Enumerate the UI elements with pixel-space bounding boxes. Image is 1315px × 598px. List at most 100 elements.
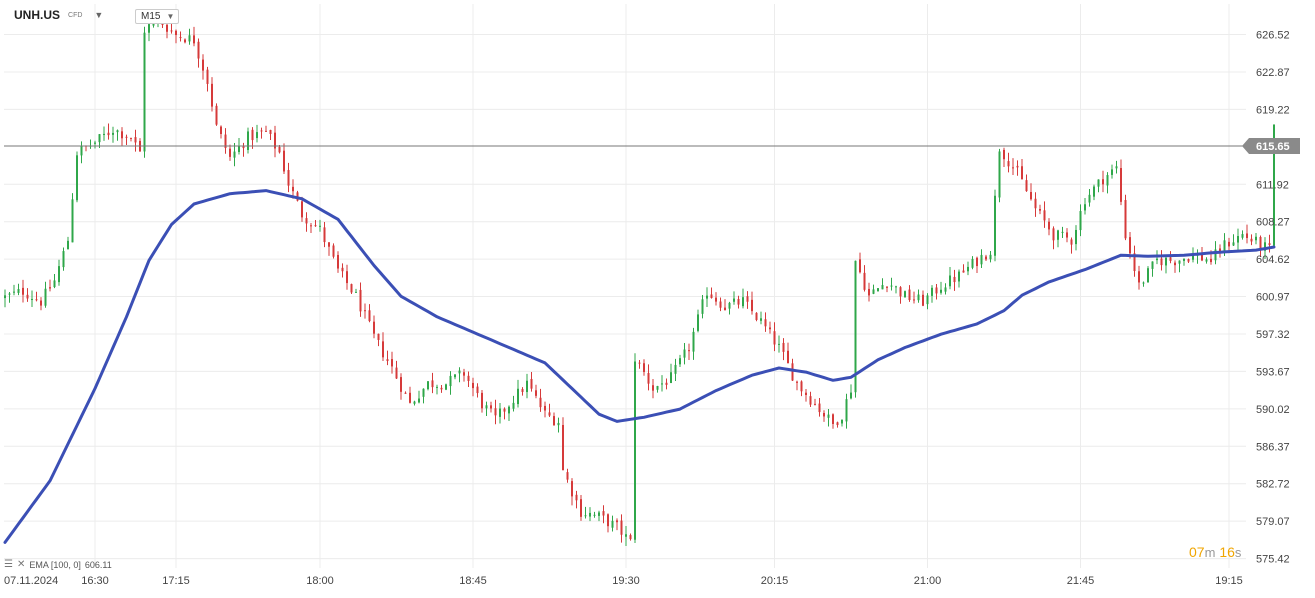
x-tick-label: 16:30 [81, 575, 109, 587]
candle-body [841, 419, 843, 424]
candle-body [530, 378, 533, 389]
candle-body [80, 146, 83, 156]
candle-body [562, 424, 564, 471]
candle-body [107, 132, 110, 136]
candle-body [1250, 238, 1253, 242]
candle-body [1084, 204, 1086, 211]
candle-body [872, 289, 875, 294]
candle-body [215, 105, 218, 125]
candle-body [71, 199, 74, 243]
candle-body [121, 131, 123, 139]
candle-body [305, 218, 308, 224]
candle-body [1228, 241, 1230, 247]
candle-body [350, 284, 353, 293]
candle-body [269, 129, 272, 134]
time-axis: 07.11.2024 16:30 17:15 18:00 18:45 19:30 20:15… [4, 575, 1243, 587]
candle-body [53, 280, 56, 288]
candle-body [1147, 268, 1149, 283]
candle-body [710, 294, 713, 298]
candle-body [197, 41, 200, 59]
symbol-selector[interactable]: UNH.US CFD ▼ [14, 8, 103, 22]
candle-body [508, 406, 510, 414]
candle-body [922, 294, 924, 306]
candle-body [242, 146, 245, 149]
candle-body [1106, 175, 1109, 186]
candle-body [476, 386, 479, 394]
candle-body [17, 289, 20, 293]
candle-body [1088, 194, 1091, 203]
candle-body [400, 377, 402, 392]
candle-body [818, 403, 821, 413]
candle-body [1079, 211, 1082, 231]
candle-body [287, 169, 290, 186]
list-icon[interactable]: ☰ [4, 559, 13, 570]
candle-body [1093, 186, 1095, 197]
x-tick-label: 18:00 [306, 575, 334, 587]
candle-body [1273, 124, 1275, 246]
close-icon[interactable]: ✕ [16, 559, 26, 570]
candle-body [377, 333, 380, 340]
candle-body [76, 155, 78, 201]
candle-body [566, 472, 569, 480]
candle-body [103, 133, 105, 135]
y-tick-label: 611.92 [1256, 179, 1289, 191]
candle-body [1165, 257, 1167, 266]
candle-body [544, 405, 546, 411]
x-tick-label: 17:15 [162, 575, 190, 587]
candle-body [962, 270, 965, 273]
candle-body [404, 392, 407, 394]
x-tick-label: 19:30 [612, 575, 640, 587]
candle-body [512, 402, 515, 409]
candle-body [211, 83, 213, 107]
ema-line [3, 189, 1276, 544]
candle-body [1241, 234, 1244, 238]
timeframe-selector[interactable]: M15 ▼ [135, 9, 180, 24]
candle-body [719, 301, 722, 308]
candle-body [260, 130, 263, 132]
candle-body [755, 312, 758, 320]
candle-body [98, 134, 101, 143]
candle-body [1120, 168, 1122, 202]
candle-body [26, 294, 29, 299]
candle-body [503, 408, 506, 412]
candle-body [643, 363, 645, 372]
candle-body [940, 289, 942, 293]
candle-body [1259, 236, 1262, 249]
y-tick-label: 586.37 [1256, 441, 1290, 453]
candle-body [800, 381, 803, 392]
x-tick-label: 19:15 [1215, 575, 1243, 587]
candle-body [913, 299, 915, 301]
candle-body [836, 422, 839, 426]
candle-body [805, 392, 807, 396]
candle-body [337, 254, 339, 269]
candle-body [683, 349, 686, 358]
candle-body [656, 385, 659, 390]
symbol-dropdown-icon[interactable]: ▼ [94, 10, 104, 20]
candle-body [787, 350, 789, 364]
candle-countdown: 07m 16s [1189, 544, 1241, 560]
candle-body [422, 388, 425, 397]
candle-body [652, 385, 654, 391]
candle-body [926, 295, 929, 305]
candle-body [526, 380, 528, 393]
candle-body [1025, 180, 1028, 192]
candle-body [746, 296, 749, 302]
candle-body [584, 515, 587, 517]
candle-body [494, 408, 497, 416]
candle-body [323, 227, 326, 243]
candle-body [814, 403, 816, 405]
y-tick-label: 597.32 [1256, 329, 1290, 341]
x-tick-label: 18:45 [459, 575, 487, 587]
candle-body [1034, 198, 1037, 209]
candle-body [22, 287, 24, 295]
y-tick-label: 600.97 [1256, 292, 1290, 304]
candle-body [778, 343, 780, 345]
candle-body [557, 422, 560, 426]
candle-body [436, 386, 438, 388]
candle-body [1102, 179, 1104, 185]
indicator-legend: ☰ ✕ EMA [100, 0] 606.11 [4, 559, 112, 570]
candle-body [782, 342, 785, 352]
y-tick-label: 622.87 [1256, 67, 1290, 79]
candle-body [238, 146, 240, 152]
